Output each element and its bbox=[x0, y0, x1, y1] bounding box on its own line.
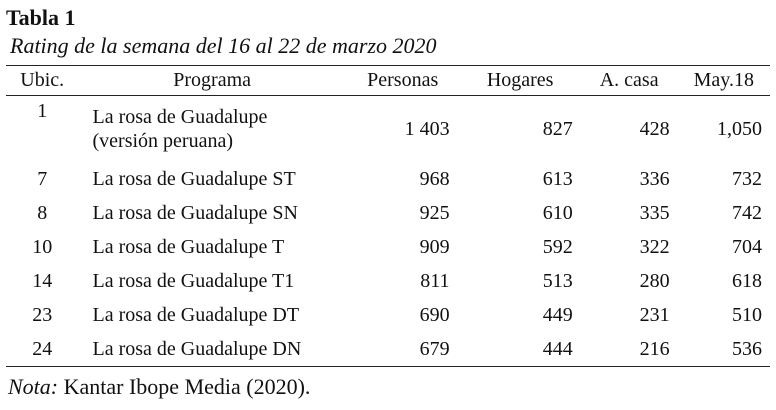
cell-personas: 925 bbox=[419, 201, 450, 224]
table-caption: Rating de la semana del 16 al 22 de marz… bbox=[10, 33, 437, 58]
header-personas: Personas bbox=[367, 69, 439, 91]
cell-ubic: 24 bbox=[32, 337, 53, 360]
rating-table: Ubic. Programa Personas Hogares A. casa … bbox=[6, 65, 770, 367]
table-number: Tabla 1 bbox=[6, 5, 76, 30]
note-label: Nota: bbox=[8, 374, 59, 399]
cell-personas: 968 bbox=[419, 167, 450, 190]
cell-programa-line1: La rosa de Guadalupe bbox=[92, 106, 268, 128]
cell-a-casa: 216 bbox=[639, 337, 670, 360]
cell-a-casa: 231 bbox=[639, 303, 670, 326]
cell-hogares: 613 bbox=[542, 167, 573, 190]
cell-ubic: 23 bbox=[32, 303, 53, 326]
cell-hogares: 592 bbox=[542, 235, 573, 258]
table-figure: Tabla 1 Rating de la semana del 16 al 22… bbox=[6, 0, 770, 400]
table-row: 1 La rosa de Guadalupe (versión peruana)… bbox=[6, 96, 770, 163]
table-row: 8 La rosa de Guadalupe SN 925 610 335 74… bbox=[6, 196, 770, 230]
cell-may18: 1,050 bbox=[717, 117, 762, 140]
header-programa: Programa bbox=[173, 69, 252, 91]
cell-programa: La rosa de Guadalupe (versión peruana) bbox=[79, 96, 346, 163]
cell-may18: 732 bbox=[732, 167, 762, 190]
table-row: 7 La rosa de Guadalupe ST 968 613 336 73… bbox=[6, 162, 770, 196]
cell-hogares: 827 bbox=[542, 117, 573, 140]
cell-ubic: 10 bbox=[32, 235, 53, 258]
cell-hogares: 449 bbox=[542, 303, 573, 326]
table-row: 14 La rosa de Guadalupe T1 811 513 280 6… bbox=[6, 264, 770, 298]
cell-a-casa: 335 bbox=[639, 201, 670, 224]
cell-hogares: 444 bbox=[542, 337, 573, 360]
cell-hogares: 513 bbox=[542, 269, 573, 292]
cell-programa: La rosa de Guadalupe DT bbox=[92, 303, 300, 326]
table-note: Nota: Kantar Ibope Media (2020). bbox=[8, 374, 770, 400]
cell-programa-line2: (versión peruana) bbox=[92, 130, 234, 152]
cell-personas: 679 bbox=[419, 337, 450, 360]
cell-a-casa: 322 bbox=[639, 235, 670, 258]
cell-personas: 909 bbox=[419, 235, 450, 258]
cell-personas: 690 bbox=[419, 303, 450, 326]
cell-may18: 536 bbox=[732, 337, 762, 360]
cell-ubic: 1 bbox=[37, 100, 48, 122]
cell-programa: La rosa de Guadalupe T1 bbox=[92, 269, 295, 292]
cell-programa: La rosa de Guadalupe SN bbox=[92, 201, 299, 224]
cell-personas: 811 bbox=[420, 269, 450, 292]
header-a-casa: A. casa bbox=[599, 69, 659, 91]
cell-programa: La rosa de Guadalupe DN bbox=[92, 337, 302, 360]
header-hogares: Hogares bbox=[486, 69, 554, 91]
cell-hogares: 610 bbox=[542, 201, 573, 224]
cell-ubic: 14 bbox=[32, 269, 53, 292]
cell-ubic: 7 bbox=[37, 167, 48, 190]
cell-may18: 704 bbox=[732, 235, 762, 258]
note-source: Kantar Ibope Media (2020). bbox=[58, 374, 311, 399]
header-ubic: Ubic. bbox=[20, 69, 65, 91]
cell-programa: La rosa de Guadalupe ST bbox=[92, 167, 296, 190]
table-row: 23 La rosa de Guadalupe DT 690 449 231 5… bbox=[6, 298, 770, 332]
cell-a-casa: 280 bbox=[639, 269, 670, 292]
table-header-row: Ubic. Programa Personas Hogares A. casa … bbox=[6, 65, 770, 96]
cell-ubic: 8 bbox=[37, 201, 48, 224]
cell-may18: 510 bbox=[732, 303, 762, 326]
header-may18: May.18 bbox=[693, 69, 754, 91]
cell-a-casa: 428 bbox=[639, 117, 670, 140]
table-row: 24 La rosa de Guadalupe DN 679 444 216 5… bbox=[6, 332, 770, 367]
cell-a-casa: 336 bbox=[639, 167, 670, 190]
cell-personas: 1 403 bbox=[404, 117, 450, 140]
cell-programa: La rosa de Guadalupe T bbox=[92, 235, 285, 258]
table-row: 10 La rosa de Guadalupe T 909 592 322 70… bbox=[6, 230, 770, 264]
cell-may18: 618 bbox=[732, 269, 762, 292]
cell-may18: 742 bbox=[732, 201, 762, 224]
